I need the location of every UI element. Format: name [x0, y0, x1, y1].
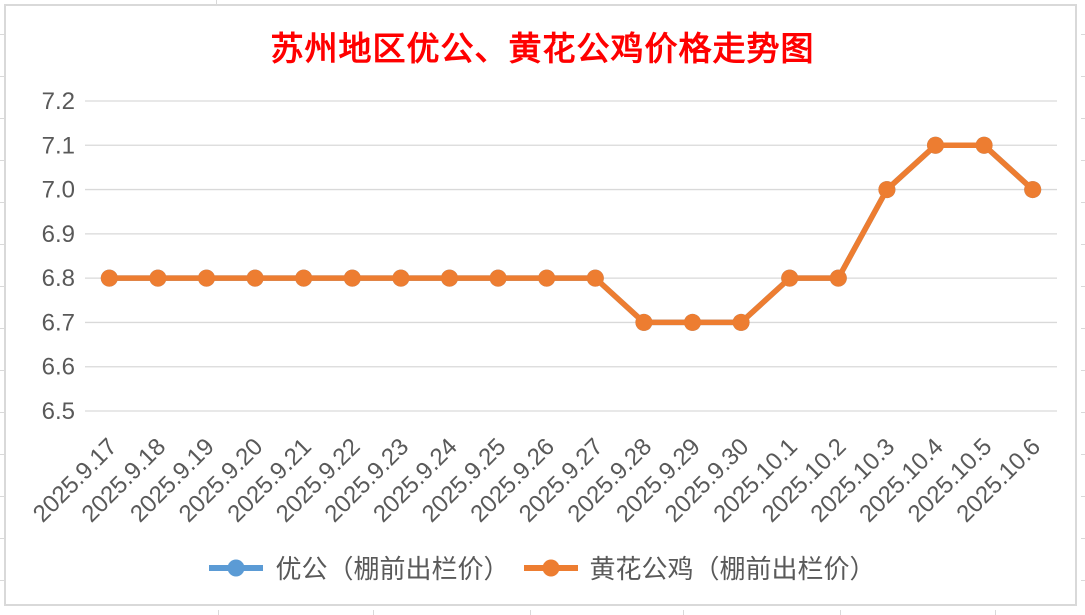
data-point-marker [295, 269, 313, 287]
chart-title: 苏州地区优公、黄花公鸡价格走势图 [270, 29, 815, 68]
spreadsheet-grid-tick [1081, 370, 1085, 371]
data-point-marker [392, 269, 410, 287]
data-point-marker [829, 269, 847, 287]
spreadsheet-grid-tick [1081, 202, 1085, 203]
spreadsheet-grid-tick [216, 0, 217, 4]
spreadsheet-grid-tick [0, 580, 4, 581]
y-tick-label: 6.7 [42, 309, 75, 336]
spreadsheet-grid-tick [218, 610, 219, 615]
legend-marker-huanghua [523, 559, 578, 576]
spreadsheet-grid-tick [0, 454, 4, 455]
data-point-marker [684, 313, 701, 331]
data-point-marker [635, 313, 653, 331]
y-tick-label: 6.8 [42, 265, 75, 292]
spreadsheet-grid-tick [1081, 328, 1085, 329]
data-point-marker [975, 136, 993, 154]
y-tick-label: 6.5 [42, 398, 75, 425]
y-tick-label: 6.9 [42, 221, 75, 248]
data-point-marker [441, 269, 458, 287]
spreadsheet-grid-tick [1081, 580, 1085, 581]
data-point-marker [781, 269, 799, 287]
spreadsheet-grid-tick [0, 370, 4, 371]
spreadsheet-grid-tick [0, 34, 4, 35]
spreadsheet-grid-tick [1081, 244, 1085, 245]
legend-marker-yougong [209, 559, 264, 576]
data-point-marker [878, 181, 896, 199]
spreadsheet-grid-tick [683, 610, 684, 615]
data-point-marker [246, 269, 264, 287]
legend-item-huanghua: 黄花公鸡（棚前出栏价） [523, 549, 876, 586]
y-tick-label: 6.6 [42, 354, 75, 381]
data-point-marker [586, 269, 604, 287]
spreadsheet-grid-tick [0, 118, 4, 119]
spreadsheet-grid-tick [1081, 286, 1085, 287]
legend-label-huanghua: 黄花公鸡（棚前出栏价） [589, 555, 876, 585]
spreadsheet-grid-tick [840, 610, 841, 615]
chart-border [4, 4, 1077, 606]
spreadsheet-grid-tick [0, 286, 4, 287]
data-point-marker [927, 136, 944, 154]
spreadsheet-grid-tick [1081, 496, 1085, 497]
legend-label-yougong: 优公（棚前出栏价） [275, 555, 510, 585]
spreadsheet-grid-tick [1081, 76, 1085, 77]
spreadsheet-grid-tick [0, 244, 4, 245]
spreadsheet-grid-tick [0, 160, 4, 161]
data-point-marker [343, 269, 361, 287]
spreadsheet-grid-tick [0, 538, 4, 539]
spreadsheet-grid-tick [0, 496, 4, 497]
data-point-marker [100, 269, 118, 287]
y-tick-label: 7.2 [42, 88, 75, 115]
spreadsheet-grid-tick [1081, 34, 1085, 35]
data-point-marker [198, 269, 215, 287]
spreadsheet-grid-tick [0, 328, 4, 329]
y-tick-label: 7.0 [42, 177, 75, 204]
spreadsheet-grid-tick [0, 202, 4, 203]
spreadsheet-grid-tick [1081, 538, 1085, 539]
data-point-marker [489, 269, 507, 287]
spreadsheet-grid-tick [373, 610, 374, 615]
spreadsheet-grid-tick [1081, 160, 1085, 161]
spreadsheet-grid-tick [1081, 412, 1085, 413]
y-tick-label: 7.1 [42, 132, 75, 159]
data-point-marker [1024, 181, 1042, 199]
spreadsheet-grid-tick [1081, 118, 1085, 119]
spreadsheet-grid-tick [0, 412, 4, 413]
data-point-marker [732, 313, 750, 331]
spreadsheet-grid-tick [0, 76, 4, 77]
data-point-marker [149, 269, 167, 287]
legend-item-yougong: 优公（棚前出栏价） [209, 549, 510, 586]
spreadsheet-grid-tick [995, 610, 996, 615]
spreadsheet-grid-tick [1081, 454, 1085, 455]
data-point-marker [538, 269, 556, 287]
legend: 优公（棚前出栏价） 黄花公鸡（棚前出栏价） [0, 549, 1085, 586]
spreadsheet-grid-tick [530, 610, 531, 615]
